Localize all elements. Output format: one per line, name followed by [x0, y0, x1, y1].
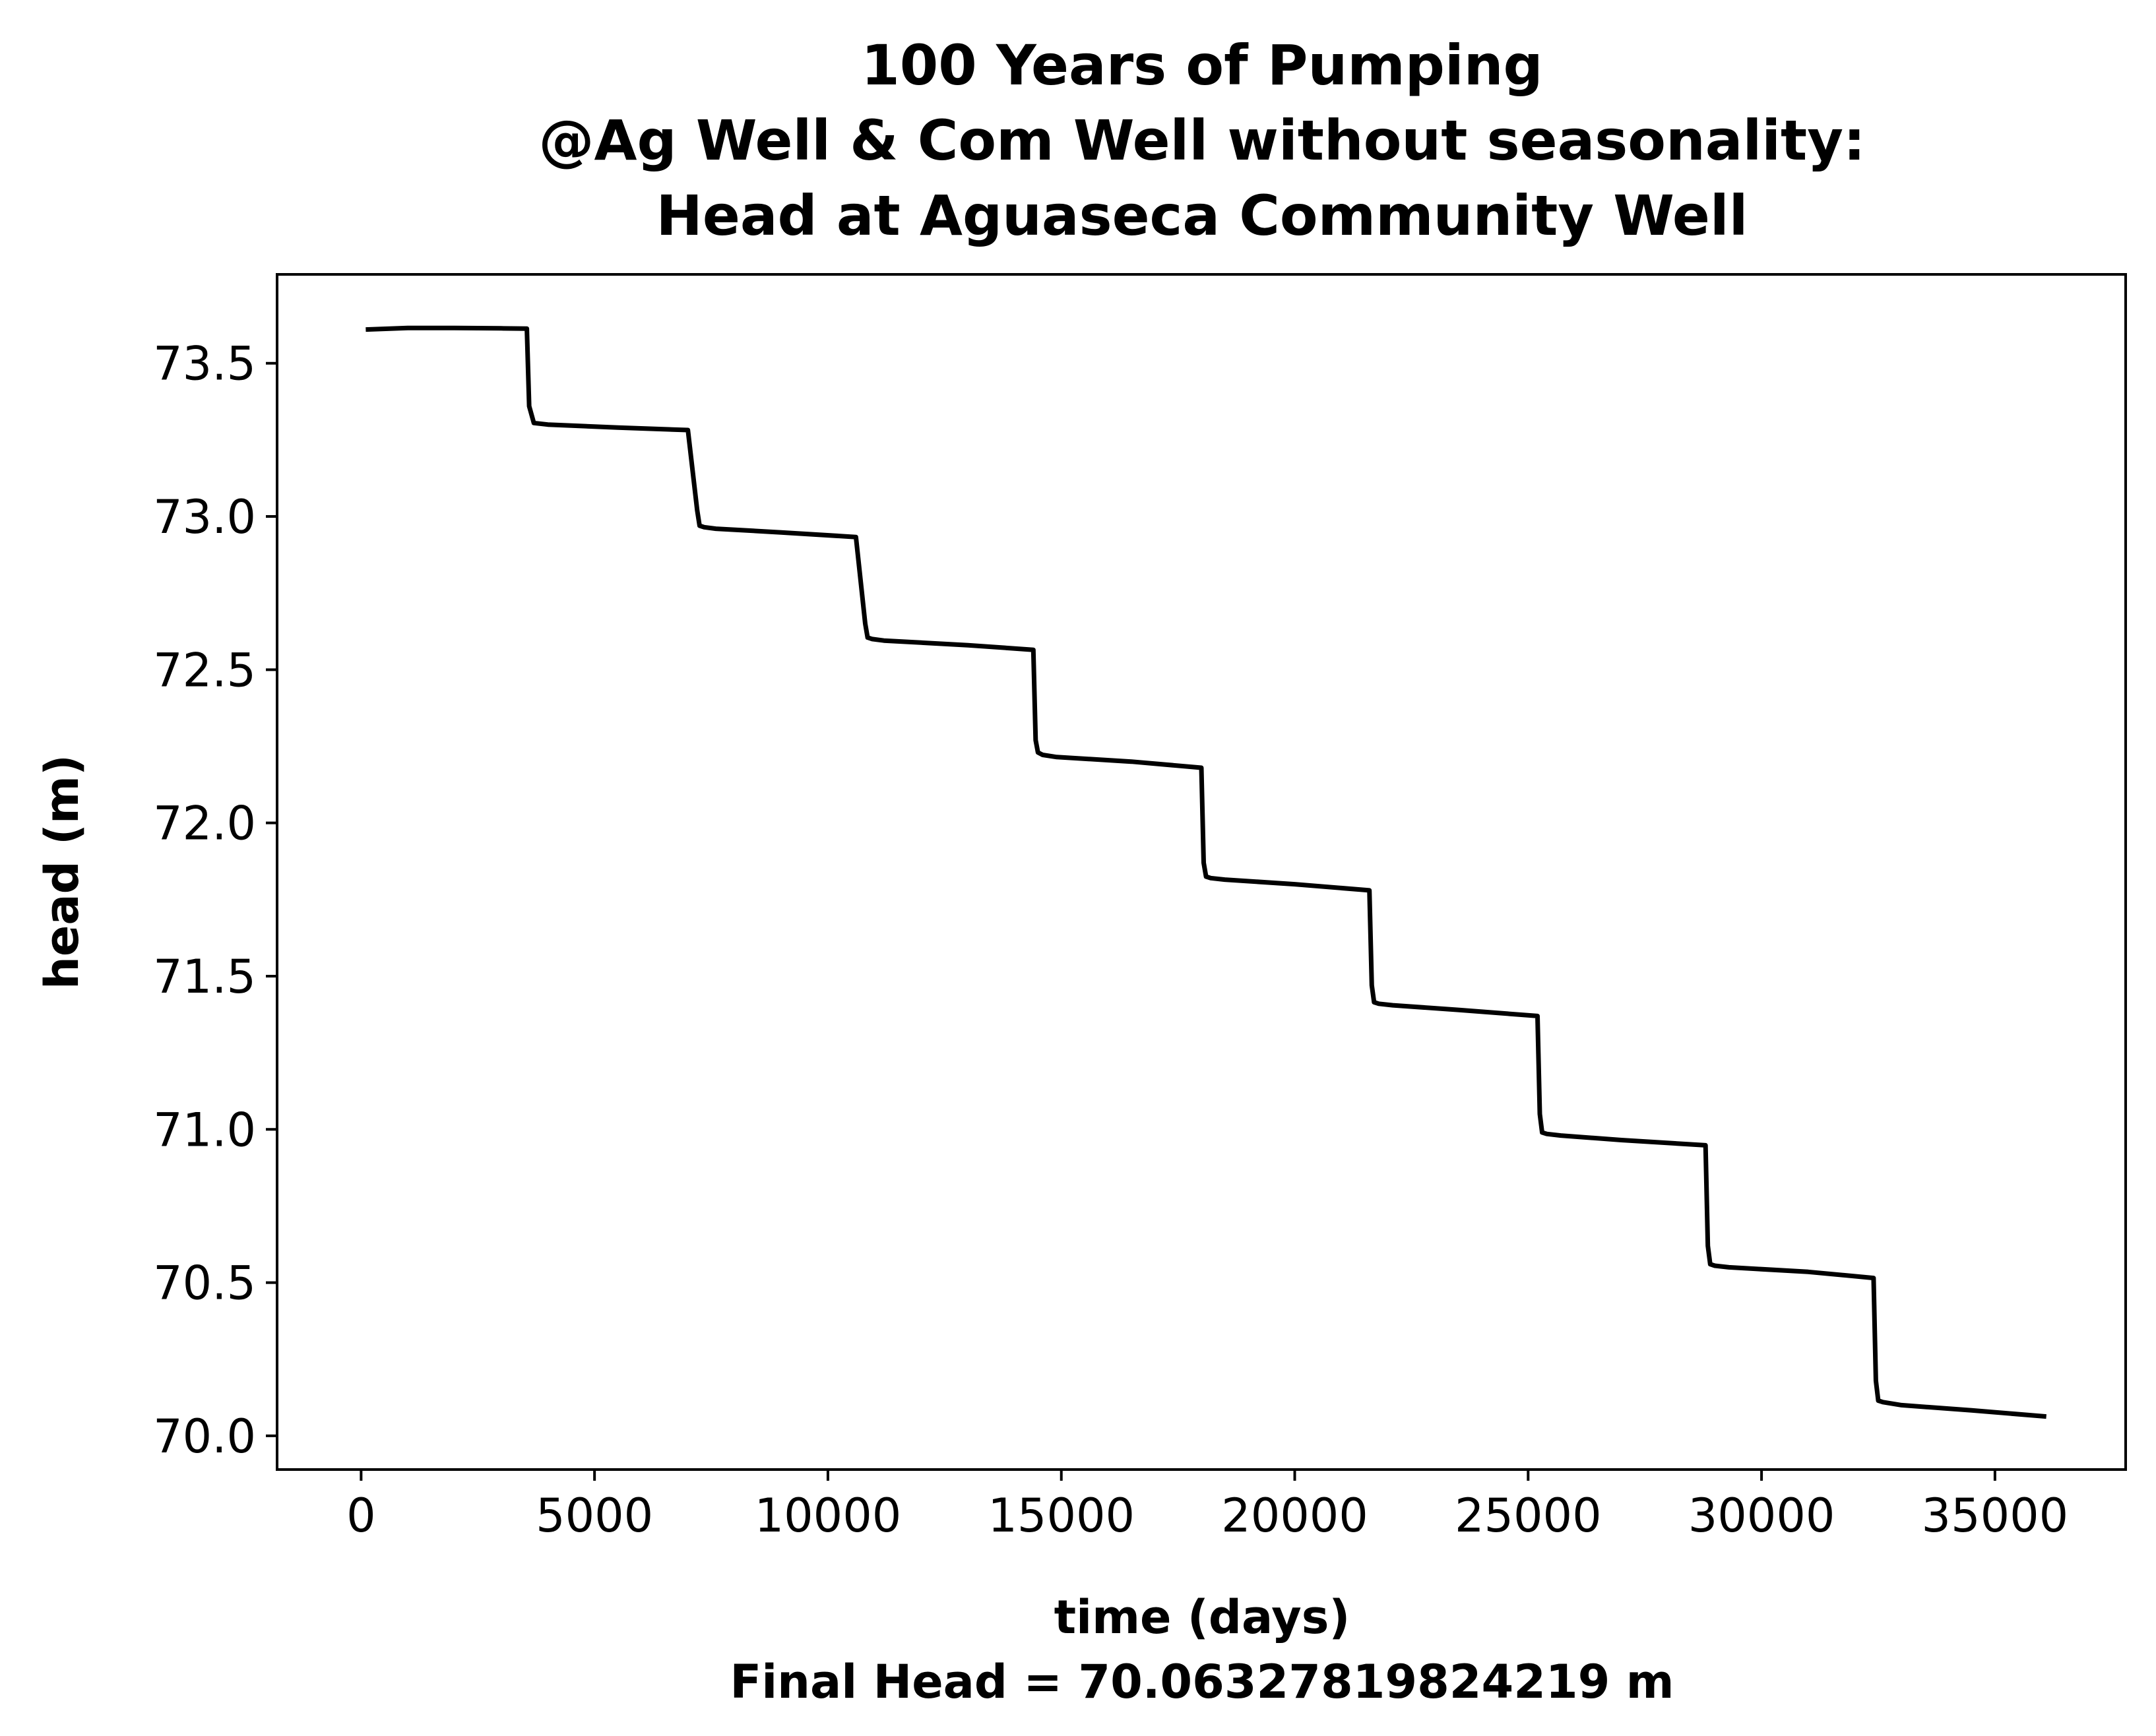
- chart-title: 100 Years of Pumping @Ag Well & Com Well…: [538, 33, 1865, 248]
- chart-title-line-1: 100 Years of Pumping: [861, 33, 1542, 98]
- plot-area-frame: [276, 273, 2127, 1471]
- x-axis-label: time (days): [1054, 1590, 1350, 1644]
- y-axis-label: head (m): [35, 755, 89, 989]
- chart-title-line-2: @Ag Well & Com Well without seasonality:: [538, 108, 1865, 173]
- y-tick-label-4: 72.0: [153, 797, 256, 851]
- x-tick-label-6: 30000: [1688, 1489, 1835, 1543]
- x-tick-label-4: 20000: [1221, 1489, 1368, 1543]
- x-tick-label-2: 10000: [755, 1489, 902, 1543]
- y-tick-label-5: 72.5: [153, 643, 256, 697]
- x-axis-ticks: 0 5000 10000 15000 20000 25000 30000 35000: [346, 1470, 2068, 1543]
- y-axis-ticks: 70.0 70.5 71.0 71.5 72.0 72.5 73.0 73.5: [153, 337, 277, 1464]
- y-tick-label-1: 70.5: [153, 1256, 256, 1311]
- x-tick-label-3: 15000: [988, 1489, 1135, 1543]
- y-tick-label-3: 71.5: [153, 950, 256, 1004]
- chart-title-line-3: Head at Aguaseca Community Well: [656, 183, 1748, 248]
- x-tick-label-0: 0: [346, 1489, 376, 1543]
- head-series-line: [365, 325, 2046, 1419]
- x-tick-label-1: 5000: [536, 1489, 653, 1543]
- y-tick-label-0: 70.0: [153, 1410, 256, 1464]
- final-head-annotation: Final Head = 70.06327819824219 m: [730, 1655, 1674, 1709]
- x-tick-label-5: 25000: [1455, 1489, 1602, 1543]
- y-tick-label-7: 73.5: [153, 337, 256, 391]
- y-tick-label-6: 73.0: [153, 490, 256, 544]
- x-tick-label-7: 35000: [1922, 1489, 2069, 1543]
- y-tick-label-2: 71.0: [153, 1103, 256, 1157]
